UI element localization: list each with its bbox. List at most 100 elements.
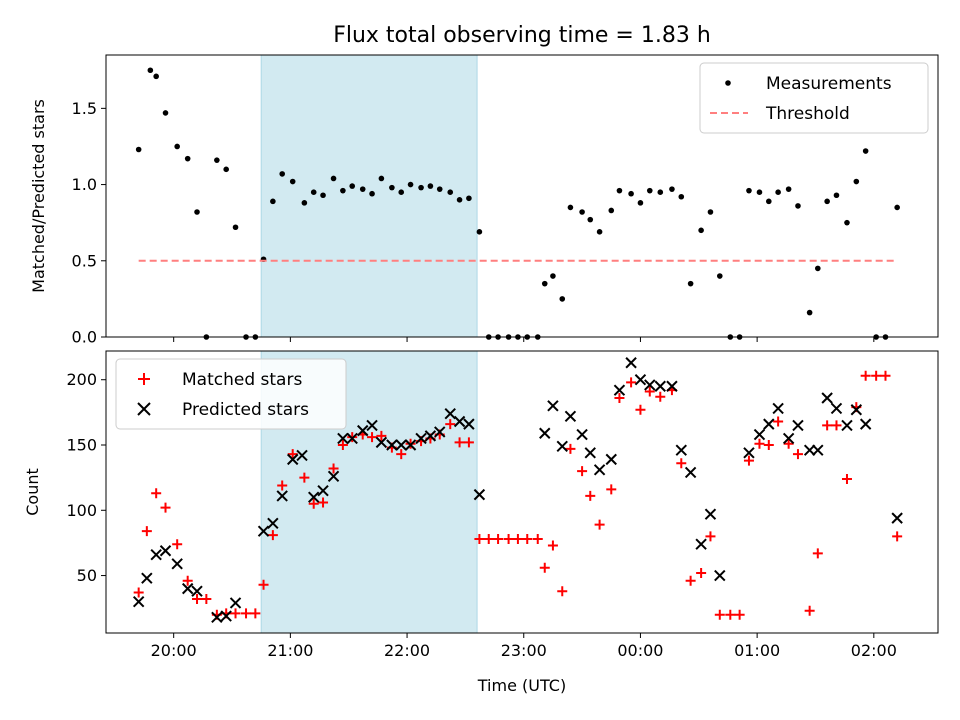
data-point xyxy=(763,440,774,450)
data-point xyxy=(337,432,349,445)
data-point xyxy=(512,534,523,544)
data-point xyxy=(366,419,378,432)
data-point xyxy=(172,539,183,550)
data-point xyxy=(310,189,317,195)
data-point xyxy=(605,453,617,466)
data-point xyxy=(276,490,288,502)
data-point xyxy=(746,187,752,194)
data-point xyxy=(785,186,792,192)
data-point xyxy=(147,67,154,74)
data-point xyxy=(214,157,220,163)
data-point xyxy=(427,183,434,189)
data-point xyxy=(859,418,872,430)
data-point xyxy=(191,585,203,597)
data-point xyxy=(833,192,840,199)
data-point xyxy=(201,594,212,605)
data-point xyxy=(474,534,485,544)
data-point xyxy=(346,432,358,445)
data-point xyxy=(892,531,903,542)
data-point xyxy=(644,379,656,391)
data-point xyxy=(782,432,795,445)
data-point xyxy=(386,439,398,451)
plot-frame xyxy=(105,350,939,634)
data-point xyxy=(669,186,675,192)
data-point xyxy=(675,444,687,456)
data-point xyxy=(232,224,239,231)
data-point xyxy=(880,370,891,381)
data-point xyxy=(466,195,472,202)
data-point xyxy=(646,187,653,194)
data-point xyxy=(804,605,815,616)
data-point xyxy=(174,143,180,150)
data-point xyxy=(194,209,200,215)
data-point xyxy=(666,380,678,392)
data-point xyxy=(395,439,407,451)
data-point xyxy=(141,572,153,584)
data-point xyxy=(891,512,903,524)
data-point xyxy=(613,384,626,396)
data-point xyxy=(376,430,387,441)
data-point xyxy=(436,186,443,192)
data-point xyxy=(359,186,366,192)
data-point xyxy=(567,204,574,211)
data-point xyxy=(754,438,765,449)
data-point xyxy=(378,175,385,182)
data-point xyxy=(822,420,833,431)
data-point xyxy=(424,430,437,442)
data-point xyxy=(841,473,852,484)
data-point xyxy=(182,575,193,586)
data-point xyxy=(389,184,395,191)
data-point xyxy=(775,189,781,195)
data-point xyxy=(772,402,784,415)
data-point xyxy=(565,443,576,454)
data-point xyxy=(676,458,687,469)
data-point xyxy=(584,447,596,459)
data-point xyxy=(616,187,623,194)
data-point xyxy=(444,407,456,420)
data-point xyxy=(320,192,326,199)
x-tick-label: 01:00 xyxy=(734,641,780,660)
data-point xyxy=(704,508,717,520)
data-point xyxy=(579,209,585,215)
data-point xyxy=(644,386,655,397)
data-point xyxy=(734,609,745,620)
data-point xyxy=(541,280,548,287)
data-point xyxy=(783,438,794,449)
data-point xyxy=(812,444,824,456)
data-point xyxy=(270,198,276,205)
legend: Measurements Threshold xyxy=(699,62,929,134)
data-point xyxy=(337,440,348,450)
data-point xyxy=(267,517,279,530)
data-point xyxy=(678,193,685,200)
data-point xyxy=(434,426,446,438)
data-point xyxy=(626,377,637,388)
data-point xyxy=(635,404,646,415)
data-point xyxy=(550,273,556,279)
data-point xyxy=(267,530,278,541)
data-point xyxy=(860,370,871,381)
legend-dot-icon xyxy=(725,80,731,86)
data-point xyxy=(328,463,339,474)
data-point xyxy=(614,393,625,403)
y-axis-label: Matched/Predicted stars xyxy=(29,99,48,293)
data-point xyxy=(556,440,568,453)
data-point xyxy=(593,464,606,476)
data-point xyxy=(743,455,754,466)
legend-x-icon xyxy=(137,402,151,416)
data-point xyxy=(453,415,466,428)
data-point xyxy=(725,609,736,620)
data-point xyxy=(493,534,504,544)
series-matched-stars xyxy=(133,370,903,620)
legend-label: Threshold xyxy=(765,104,850,124)
data-point xyxy=(181,582,194,595)
data-point xyxy=(714,609,725,620)
data-point xyxy=(141,526,152,537)
data-point xyxy=(716,273,723,279)
data-point xyxy=(608,207,615,214)
top-panel: 0.0 0.5 1.0 1.5 Matched/Predicted stars Measu… xyxy=(29,54,939,347)
data-point xyxy=(559,296,566,302)
legend-label: Predicted stars xyxy=(182,400,309,420)
data-point xyxy=(687,280,694,287)
data-point xyxy=(159,545,172,557)
